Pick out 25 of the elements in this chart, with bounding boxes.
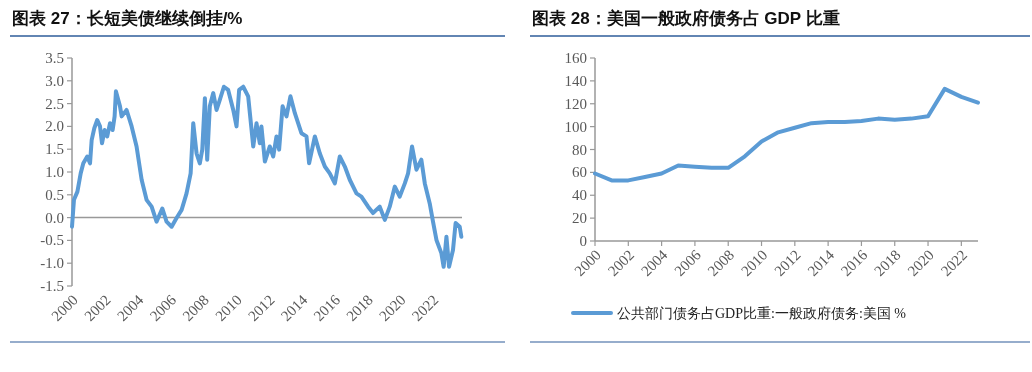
y-tick-label: 3.5 — [45, 50, 64, 66]
y-tick-label: 160 — [564, 50, 587, 66]
y-tick-label: 3.0 — [45, 72, 64, 89]
y-tick-label: 140 — [564, 72, 587, 89]
y-tick-label: 0 — [579, 233, 587, 249]
y-tick-label: 2.0 — [45, 118, 64, 135]
y-tick-label: 1.0 — [45, 164, 64, 180]
y-tick-label: -0.5 — [40, 232, 64, 249]
line-series — [593, 86, 980, 183]
y-tick-label: -1.0 — [40, 255, 64, 272]
line-series — [70, 84, 464, 269]
y-tick-label: 0.5 — [45, 186, 64, 203]
chart-title: 图表 27：长短美债继续倒挂/% — [12, 9, 243, 28]
y-tick-label: 0.0 — [45, 209, 64, 226]
chart-title: 图表 28：美国一般政府债务占 GDP 比重 — [532, 9, 840, 28]
y-tick-label: 40 — [572, 187, 587, 204]
y-tick-label: 120 — [564, 95, 587, 112]
y-tick-label: 1.5 — [45, 141, 64, 158]
y-tick-label: 80 — [572, 141, 587, 158]
y-tick-label: 20 — [572, 210, 587, 227]
y-tick-label: -1.5 — [40, 278, 64, 294]
y-tick-label: 2.5 — [45, 95, 64, 112]
y-tick-label: 100 — [564, 118, 587, 135]
legend-label: 公共部门债务占GDP比重:一般政府债务:美国 % — [617, 306, 907, 321]
y-tick-label: 60 — [572, 164, 587, 181]
